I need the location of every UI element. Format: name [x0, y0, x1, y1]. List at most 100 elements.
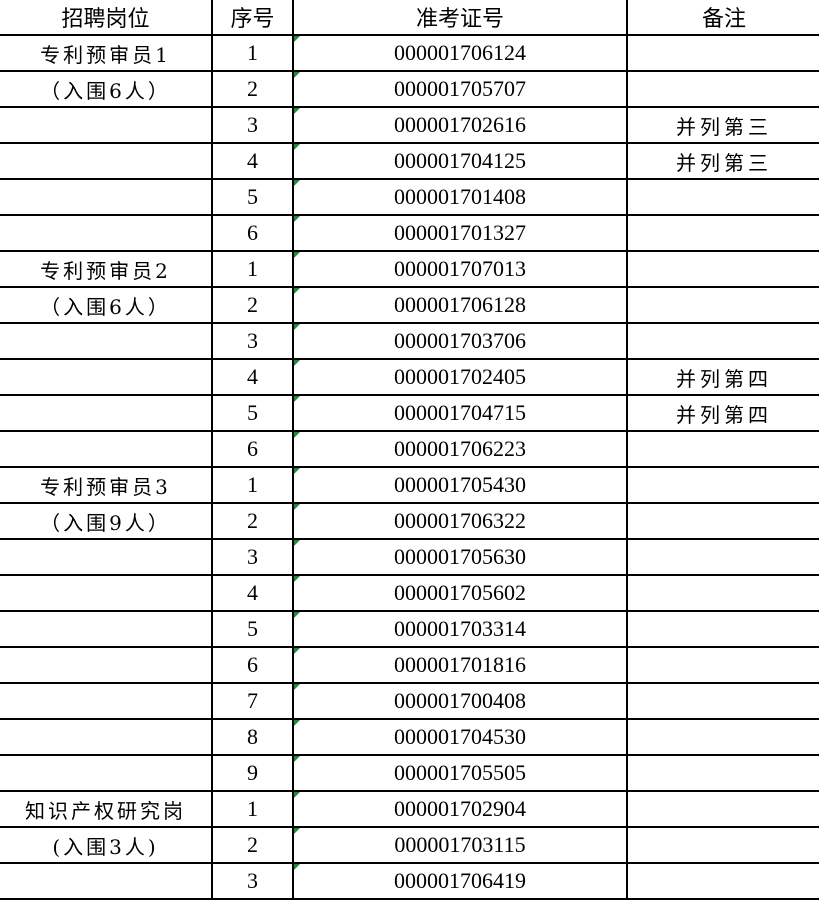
position-quota[interactable]: (入围3人) [0, 826, 213, 864]
exam-id[interactable]: 000001705707 [292, 70, 628, 108]
row-number[interactable]: 2 [211, 286, 294, 324]
exam-id[interactable]: 000001701327 [292, 214, 628, 252]
exam-id[interactable]: 000001705630 [292, 538, 628, 576]
position-cell[interactable] [0, 178, 213, 216]
note[interactable] [626, 826, 819, 864]
note[interactable] [626, 502, 819, 540]
exam-id[interactable]: 000001704530 [292, 718, 628, 756]
position-name[interactable]: 专利预审员1 [0, 34, 213, 72]
row-number[interactable]: 1 [211, 34, 294, 72]
row-number[interactable]: 1 [211, 790, 294, 828]
row-number[interactable]: 4 [211, 142, 294, 180]
row-number[interactable]: 4 [211, 574, 294, 612]
position-cell[interactable] [0, 574, 213, 612]
position-cell[interactable] [0, 430, 213, 468]
exam-id[interactable]: 000001706124 [292, 34, 628, 72]
position-cell[interactable] [0, 214, 213, 252]
row-number[interactable]: 5 [211, 610, 294, 648]
row-number[interactable]: 4 [211, 358, 294, 396]
row-number[interactable]: 2 [211, 826, 294, 864]
row-number[interactable]: 9 [211, 754, 294, 792]
exam-id[interactable]: 000001705505 [292, 754, 628, 792]
exam-id[interactable]: 000001703314 [292, 610, 628, 648]
exam-id[interactable]: 000001704715 [292, 394, 628, 432]
header-number[interactable]: 序号 [212, 0, 294, 36]
exam-id[interactable]: 000001706128 [292, 286, 628, 324]
note[interactable] [626, 538, 819, 576]
exam-id[interactable]: 000001703115 [292, 826, 628, 864]
row-number[interactable]: 6 [211, 430, 294, 468]
row-number[interactable]: 3 [211, 862, 294, 900]
header-exam-id[interactable]: 准考证号 [293, 0, 628, 36]
row-number[interactable]: 3 [211, 322, 294, 360]
note[interactable] [626, 322, 819, 360]
note[interactable]: 并列第四 [626, 358, 819, 396]
position-name[interactable]: 知识产权研究岗 [0, 790, 213, 828]
header-note[interactable]: 备注 [627, 0, 819, 36]
exam-id[interactable]: 000001704125 [292, 142, 628, 180]
note[interactable] [626, 286, 819, 324]
exam-id[interactable]: 000001702405 [292, 358, 628, 396]
exam-id[interactable]: 000001701816 [292, 646, 628, 684]
note[interactable] [626, 430, 819, 468]
note[interactable] [626, 466, 819, 504]
position-cell[interactable] [0, 610, 213, 648]
row-number[interactable]: 3 [211, 538, 294, 576]
position-cell[interactable] [0, 358, 213, 396]
note[interactable] [626, 790, 819, 828]
row-number[interactable]: 1 [211, 466, 294, 504]
exam-id[interactable]: 000001705602 [292, 574, 628, 612]
exam-id[interactable]: 000001703706 [292, 322, 628, 360]
row-number[interactable]: 2 [211, 70, 294, 108]
exam-id[interactable]: 000001706223 [292, 430, 628, 468]
row-number[interactable]: 1 [211, 250, 294, 288]
note[interactable] [626, 754, 819, 792]
exam-id[interactable]: 000001707013 [292, 250, 628, 288]
position-cell[interactable] [0, 394, 213, 432]
position-quota[interactable]: （入围6人） [0, 70, 213, 108]
exam-id[interactable]: 000001701408 [292, 178, 628, 216]
note[interactable]: 并列第三 [626, 142, 819, 180]
row-number[interactable]: 5 [211, 394, 294, 432]
note[interactable] [626, 178, 819, 216]
exam-id[interactable]: 000001702616 [292, 106, 628, 144]
row-number[interactable]: 5 [211, 178, 294, 216]
note[interactable]: 并列第四 [626, 394, 819, 432]
position-quota[interactable]: （入围9人） [0, 502, 213, 540]
note[interactable]: 并列第三 [626, 106, 819, 144]
position-cell[interactable] [0, 646, 213, 684]
row-number[interactable]: 6 [211, 214, 294, 252]
row-number[interactable]: 2 [211, 502, 294, 540]
exam-id[interactable]: 000001702904 [292, 790, 628, 828]
position-quota[interactable]: （入围6人） [0, 286, 213, 324]
exam-id[interactable]: 000001706419 [292, 862, 628, 900]
note[interactable] [626, 34, 819, 72]
note[interactable] [626, 718, 819, 756]
note[interactable] [626, 862, 819, 900]
note[interactable] [626, 646, 819, 684]
row-number[interactable]: 3 [211, 106, 294, 144]
note[interactable] [626, 574, 819, 612]
position-cell[interactable] [0, 142, 213, 180]
position-cell[interactable] [0, 538, 213, 576]
exam-id[interactable]: 000001706322 [292, 502, 628, 540]
position-cell[interactable] [0, 322, 213, 360]
note[interactable] [626, 682, 819, 720]
row-number[interactable]: 6 [211, 646, 294, 684]
exam-id[interactable]: 000001700408 [292, 682, 628, 720]
header-position[interactable]: 招聘岗位 [0, 0, 213, 36]
row-number[interactable]: 7 [211, 682, 294, 720]
position-cell[interactable] [0, 682, 213, 720]
position-cell[interactable] [0, 754, 213, 792]
note[interactable] [626, 250, 819, 288]
note[interactable] [626, 610, 819, 648]
position-cell[interactable] [0, 106, 213, 144]
note[interactable] [626, 70, 819, 108]
position-name[interactable]: 专利预审员2 [0, 250, 213, 288]
exam-id[interactable]: 000001705430 [292, 466, 628, 504]
row-number[interactable]: 8 [211, 718, 294, 756]
note[interactable] [626, 214, 819, 252]
position-cell[interactable] [0, 862, 213, 900]
position-cell[interactable] [0, 718, 213, 756]
position-name[interactable]: 专利预审员3 [0, 466, 213, 504]
